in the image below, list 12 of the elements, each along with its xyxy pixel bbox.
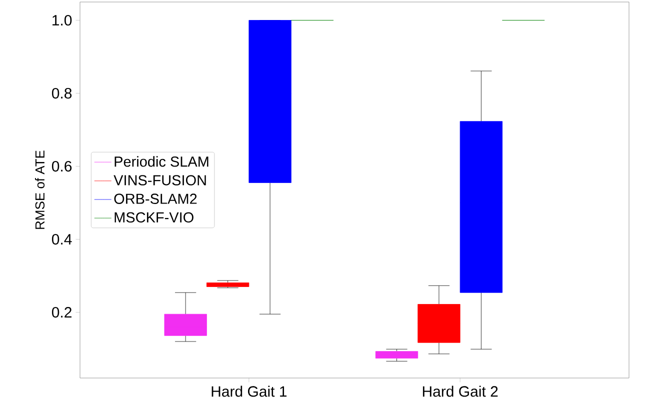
x-tick-label: Hard Gait 1 (212, 386, 287, 397)
legend-label: MSCKF-VIO (114, 212, 194, 223)
y-axis-title: RMSE of ATE (35, 150, 45, 229)
y-tick-label: 0.6 (52, 160, 72, 172)
y-tick-label: 0.8 (52, 88, 72, 99)
y-tick-label: 0.2 (52, 306, 72, 318)
y-tick-label: 0.4 (52, 234, 72, 245)
x-tick-label: Hard Gait 2 (422, 386, 498, 397)
legend-label: VINS-FUSION (114, 175, 206, 186)
legend-label: Periodic SLAM (114, 156, 208, 167)
legend-label: ORB-SLAM2 (114, 194, 197, 204)
y-tick-label: 1.0 (52, 14, 72, 26)
